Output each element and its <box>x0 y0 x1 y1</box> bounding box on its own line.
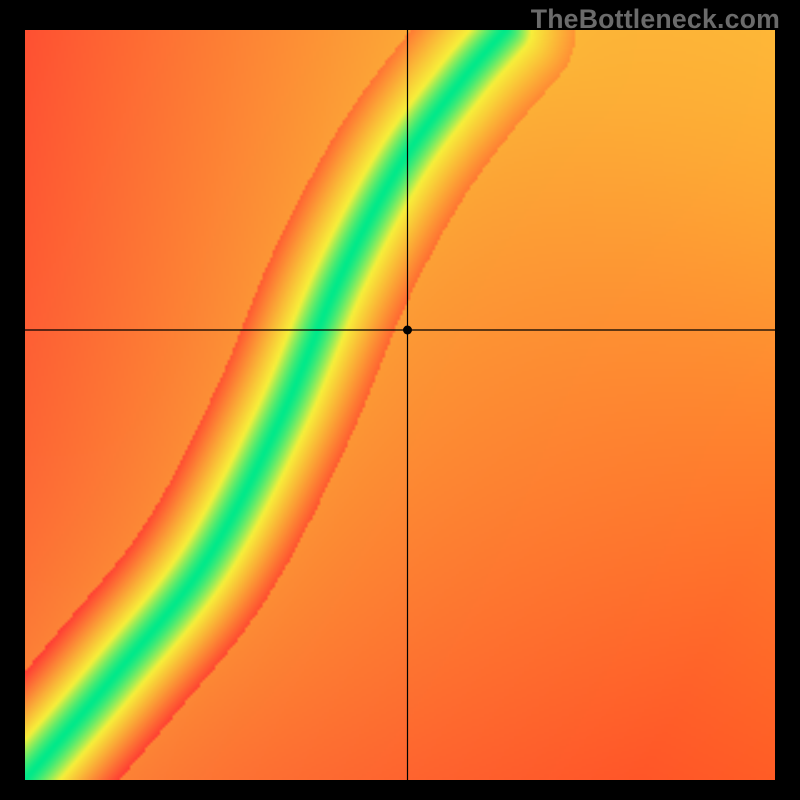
plot-area <box>25 30 775 780</box>
figure-root: TheBottleneck.com <box>0 0 800 800</box>
heatmap-canvas <box>25 30 775 780</box>
